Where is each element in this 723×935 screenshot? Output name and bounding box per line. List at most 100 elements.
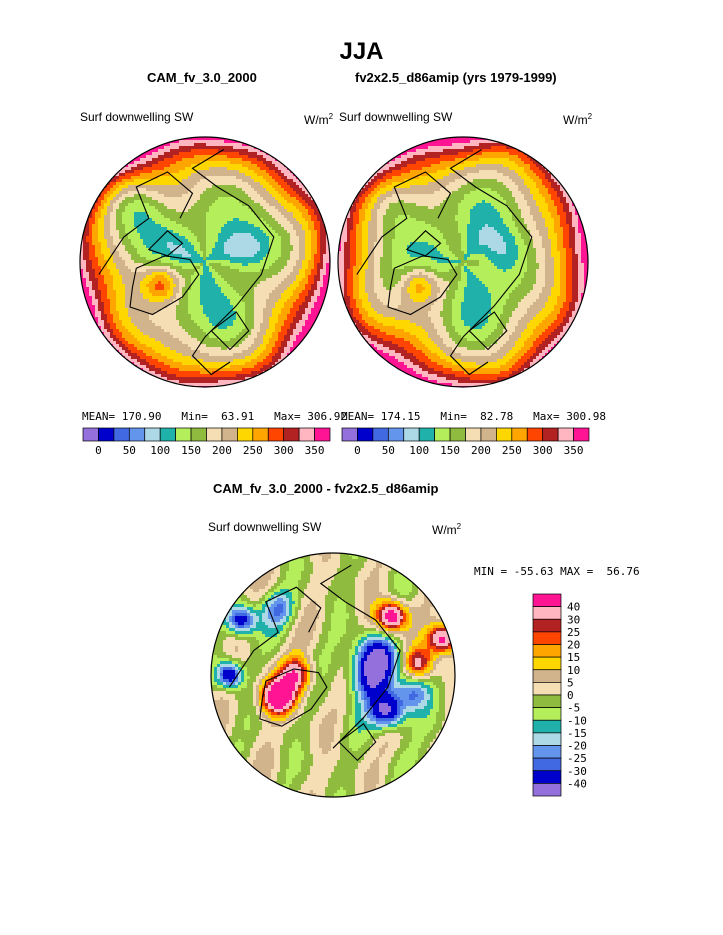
left-colorbar-tick-label: 50 xyxy=(123,444,136,457)
diff-map-coastline xyxy=(259,668,328,727)
diff-stats: MIN = -55.63 MAX = 56.76 xyxy=(474,565,640,578)
right-colorbar-swatch xyxy=(387,427,405,442)
diff-map-border xyxy=(210,552,456,798)
left-colorbar-swatch xyxy=(267,427,285,442)
left-map-coastline xyxy=(210,311,250,351)
diff-colorbar-swatch xyxy=(532,606,562,620)
diff-colorbar-swatch xyxy=(532,770,562,784)
right-case-title: fv2x2.5_d86amip (yrs 1979-1999) xyxy=(355,70,557,85)
diff-map-coastline xyxy=(338,723,377,762)
left-units-label: W/m2 xyxy=(304,112,334,127)
left-colorbar-tick-label: 300 xyxy=(274,444,294,457)
right-colorbar-swatch xyxy=(372,427,389,442)
diff-colorbar-tick-label: -20 xyxy=(567,740,587,753)
diff-colorbar-tick-label: -25 xyxy=(567,752,587,765)
left-colorbar-swatch xyxy=(221,427,238,442)
diff-colorbar-swatch xyxy=(532,669,562,683)
left-map-map-border xyxy=(79,136,331,388)
right-colorbar-swatch xyxy=(465,427,482,442)
left-colorbar-swatch xyxy=(175,427,192,442)
left-colorbar-swatch xyxy=(283,427,300,442)
diff-colorbar-swatch xyxy=(532,593,562,607)
right-colorbar-swatch xyxy=(480,427,497,442)
right-colorbar-swatch xyxy=(511,427,528,442)
left-colorbar-swatch xyxy=(190,427,207,442)
left-colorbar-swatch xyxy=(252,427,269,442)
left-colorbar-tick-label: 150 xyxy=(181,444,201,457)
right-colorbar-tick-label: 250 xyxy=(502,444,522,457)
right-colorbar-tick-label: 50 xyxy=(382,444,395,457)
right-map-coastline xyxy=(405,230,442,257)
left-colorbar-swatch xyxy=(128,427,146,442)
diff-colorbar-swatch xyxy=(532,618,562,633)
right-colorbar-tick-label: 100 xyxy=(409,444,429,457)
diff-variable-label: Surf downwelling SW xyxy=(208,520,322,534)
diff-colorbar-tick-label: 40 xyxy=(567,601,580,614)
diff-colorbar-tick-label: 20 xyxy=(567,639,580,652)
right-stats: MEAN= 174.15 Min= 82.78 Max= 300.98 xyxy=(341,410,606,423)
diff-units-label: W/m2 xyxy=(432,522,462,537)
left-colorbar-tick-label: 100 xyxy=(150,444,170,457)
right-colorbar-swatch xyxy=(526,427,544,442)
diff-colorbar-swatch xyxy=(532,757,562,772)
right-colorbar-swatch xyxy=(496,427,513,442)
diff-map-coastline xyxy=(228,586,322,688)
right-colorbar-swatch xyxy=(557,427,574,442)
diff-map-coastlines xyxy=(228,564,401,762)
right-colorbar-swatch xyxy=(434,427,451,442)
diff-colorbar-tick-label: -40 xyxy=(567,777,587,790)
right-map-map-border xyxy=(337,136,589,388)
right-colorbar-swatch xyxy=(341,427,358,442)
diff-colorbar-swatch xyxy=(532,745,562,759)
left-colorbar-swatch xyxy=(237,427,254,442)
right-colorbar-tick-label: 350 xyxy=(564,444,584,457)
diff-colorbar-swatch xyxy=(532,656,562,671)
left-colorbar-swatch xyxy=(159,427,176,442)
diff-colorbar-swatch xyxy=(532,644,562,658)
right-colorbar-swatch xyxy=(542,427,559,442)
right-colorbar-tick-label: 0 xyxy=(354,444,361,457)
right-colorbar-tick-label: 300 xyxy=(533,444,553,457)
right-map-coastline xyxy=(387,255,458,316)
diff-colorbar-tick-label: 25 xyxy=(567,626,580,639)
diff-colorbar-swatch xyxy=(532,732,562,746)
diff-colorbar-swatch xyxy=(532,682,562,696)
left-colorbar-swatch xyxy=(314,427,331,442)
diff-colorbar-swatch xyxy=(532,719,562,734)
right-units-label: W/m2 xyxy=(563,112,593,127)
diff-colorbar-tick-label: -5 xyxy=(567,702,580,715)
left-colorbar-swatch xyxy=(98,427,115,442)
diff-colorbar-tick-label: -30 xyxy=(567,765,587,778)
left-colorbar-swatch xyxy=(298,427,315,442)
diff-colorbar-swatch xyxy=(532,631,562,645)
right-map-coastlines xyxy=(356,149,533,376)
left-map-coastline xyxy=(147,230,184,257)
right-colorbar-tick-label: 200 xyxy=(471,444,491,457)
left-colorbar-tick-label: 200 xyxy=(212,444,232,457)
left-colorbar-swatch xyxy=(144,427,161,442)
right-colorbar-swatch xyxy=(573,427,590,442)
diff-colorbar-tick-label: 10 xyxy=(567,664,580,677)
page-title: JJA xyxy=(339,38,384,65)
diff-map-field xyxy=(211,553,455,797)
right-map-field xyxy=(338,137,588,387)
left-colorbar-tick-label: 250 xyxy=(243,444,263,457)
left-colorbar-tick-label: 350 xyxy=(305,444,325,457)
diff-colorbar-swatch xyxy=(532,783,562,797)
diff-colorbar-swatch xyxy=(532,707,562,721)
right-colorbar-swatch xyxy=(449,427,466,442)
diff-colorbar-tick-label: 5 xyxy=(567,676,574,689)
right-map-coastline xyxy=(449,336,489,376)
diff-colorbar-tick-label: 0 xyxy=(567,689,574,702)
diff-colorbar-tick-label: 30 xyxy=(567,613,580,626)
diff-title: CAM_fv_3.0_2000 - fv2x2.5_d86amip xyxy=(213,481,439,496)
left-colorbar-tick-label: 0 xyxy=(95,444,102,457)
left-colorbar-swatch xyxy=(206,427,223,442)
right-map-coastline xyxy=(449,149,533,338)
diff-colorbar-swatch xyxy=(532,694,562,708)
left-map-coastline xyxy=(98,171,194,275)
right-map-coastline xyxy=(468,311,508,351)
left-map-coastline xyxy=(191,149,275,338)
left-map-coastline xyxy=(191,336,231,376)
